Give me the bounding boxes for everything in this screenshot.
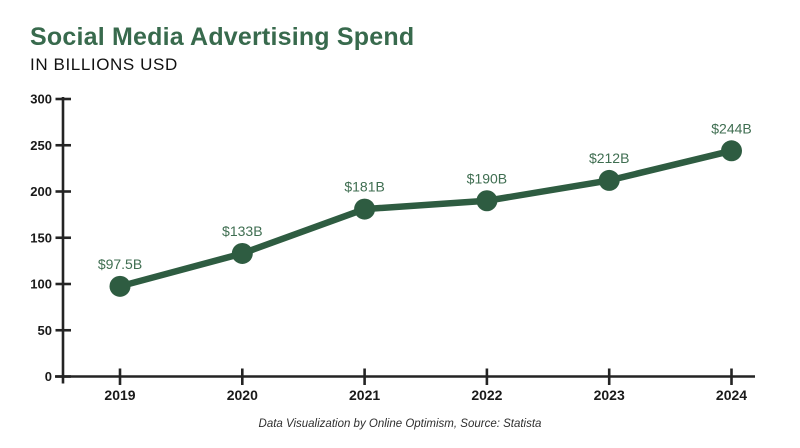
x-tick-label: 2022 (471, 387, 502, 403)
x-tick-label: 2019 (104, 387, 135, 403)
data-point (354, 198, 376, 220)
chart-header: Social Media Advertising Spend IN BILLIO… (30, 23, 415, 75)
x-tick-label: 2024 (716, 387, 747, 403)
value-label: $244B (711, 120, 751, 136)
data-point (721, 140, 742, 162)
x-tick-label: 2020 (227, 387, 258, 403)
y-tick-label: 250 (30, 138, 52, 153)
y-tick-label: 300 (30, 92, 52, 107)
y-tick-label: 50 (38, 323, 52, 338)
y-tick-label: 200 (30, 184, 52, 199)
x-tick-label: 2023 (594, 387, 625, 403)
value-label: $181B (344, 179, 384, 195)
y-tick-label: 0 (45, 369, 52, 384)
series-line (116, 147, 735, 290)
value-label: $133B (222, 223, 262, 239)
value-label: $97.5B (98, 256, 142, 272)
data-point (231, 242, 253, 264)
data-point (109, 275, 131, 297)
value-label: $212B (589, 150, 629, 166)
page-title: Social Media Advertising Spend (30, 23, 415, 51)
data-point (598, 169, 620, 191)
y-tick-label: 100 (30, 277, 52, 292)
source-credit: Data Visualization by Online Optimism, S… (258, 418, 542, 430)
chart-subtitle: IN BILLIONS USD (30, 54, 178, 74)
x-tick-label: 2021 (349, 387, 380, 403)
data-point (476, 190, 498, 212)
y-tick-label: 150 (30, 230, 52, 245)
value-label: $190B (467, 170, 507, 186)
